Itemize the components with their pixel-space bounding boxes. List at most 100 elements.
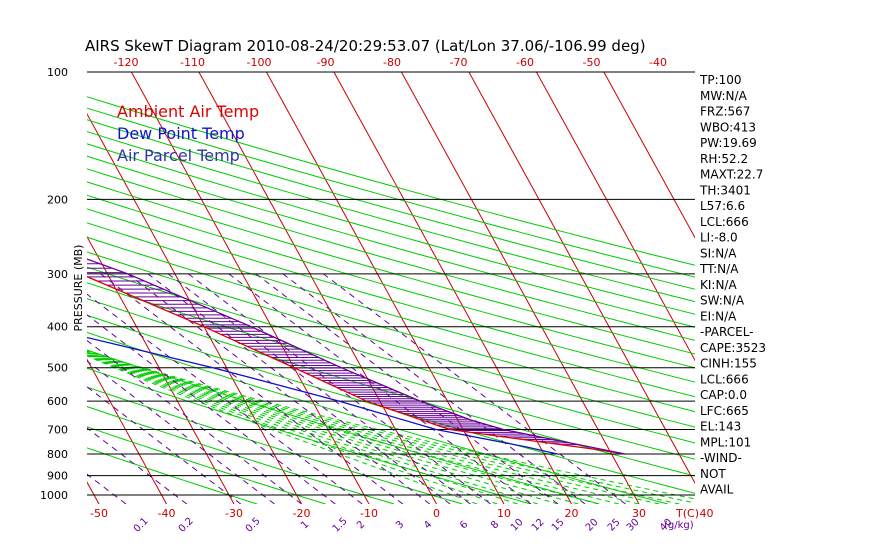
pressure-tick-label: 600 (47, 395, 68, 408)
isotherm-line (87, 112, 302, 504)
temp-top-tick-label: -80 (383, 56, 401, 69)
dry-adiabat-line (87, 331, 668, 504)
mixing-ratio-line (282, 273, 586, 504)
mixing-ratio-label: 10 (509, 517, 526, 534)
dry-adiabat-line (87, 208, 695, 383)
moist-adiabat-line (87, 352, 599, 504)
isotherm-line (400, 72, 640, 504)
profile-line (87, 336, 558, 455)
dry-adiabat-line (87, 194, 695, 369)
temp-bottom-tick-label: -20 (293, 507, 311, 520)
isotherm-line (198, 72, 437, 504)
mixing-ratio-label: 3 (394, 519, 406, 531)
moist-adiabat-line (87, 350, 695, 500)
temp-bottom-tick-label: -30 (225, 507, 243, 520)
moist-adiabat-line (87, 352, 579, 504)
mixing-ratio-line (228, 273, 532, 504)
y-axis-title: PRESSURE (MB) (72, 245, 85, 332)
stat-item: NOT (700, 467, 726, 481)
mixing-ratio-line (87, 339, 302, 504)
stat-item: TH:3401 (699, 183, 751, 197)
isotherm-line (535, 72, 695, 362)
dry-adiabat-line (87, 426, 326, 504)
profile-line (87, 275, 626, 455)
pressure-tick-label: 200 (47, 193, 68, 206)
mixing-ratio-label: 6 (458, 519, 470, 531)
stat-item: AVAIL (700, 483, 734, 497)
mixing-ratio-label: 1.5 (331, 516, 350, 535)
moist-adiabat-line (87, 351, 680, 504)
mixing-ratio-label: 4 (422, 519, 434, 531)
stat-item: TT:N/A (699, 262, 739, 276)
stat-item: CAP:0.0 (700, 388, 747, 402)
mixing-ratio-label: 0.5 (244, 516, 263, 535)
temp-top-tick-label: -50 (583, 56, 601, 69)
stat-item: KI:N/A (700, 278, 737, 292)
stat-item: CINH:155 (700, 357, 757, 371)
dry-adiabat-line (87, 282, 695, 460)
stat-item: MAXT:22.7 (700, 168, 763, 182)
temp-top-tick-label: -100 (247, 56, 272, 69)
mixing-ratio-line (147, 273, 451, 504)
dry-adiabat-line (87, 266, 695, 444)
stat-item: RH:52.2 (700, 152, 748, 166)
dry-adiabat-line (87, 119, 695, 290)
stat-item: LCL:666 (700, 215, 749, 229)
mixing-ratio-line (87, 386, 242, 504)
mixing-ratio-label: 12 (530, 517, 547, 534)
temp-unit-label: T(C) (675, 507, 699, 520)
pressure-tick-label: 800 (47, 448, 68, 461)
moist-adiabat-line (87, 350, 695, 504)
temp-top-tick-label: -120 (114, 56, 139, 69)
stat-item: EI:N/A (700, 309, 737, 323)
mixing-ratio-line (87, 360, 275, 504)
stat-item: SI:N/A (700, 246, 737, 260)
dry-adiabat-line (87, 222, 695, 398)
stat-item: MW:N/A (700, 89, 748, 103)
temp-bottom-tick-label: 10 (497, 507, 511, 520)
legend: Ambient Air Temp Dew Point Temp Air Parcel… (117, 102, 259, 165)
temp-bottom-tick-label: 0 (433, 507, 440, 520)
isotherm-line (603, 72, 695, 239)
isotherm-line (468, 72, 695, 485)
pressure-tick-label: 300 (47, 268, 68, 281)
moist-adiabat-line (87, 353, 538, 504)
dry-adiabat-line (87, 386, 463, 504)
pressure-tick-label: 100 (47, 66, 68, 79)
mixing-ratio-label: 0.2 (177, 516, 196, 535)
temp-top-tick-label: -70 (450, 56, 468, 69)
dry-adiabat-line (87, 447, 258, 504)
temp-bottom-tick-label: -50 (90, 507, 108, 520)
mixing-ratio-label: 0.1 (132, 516, 151, 535)
temp-bottom-tick-label: 20 (565, 507, 579, 520)
stat-item: SW:N/A (700, 294, 745, 308)
mixing-ratio-label: 1 (299, 519, 311, 531)
mixing-ratio-line (100, 273, 404, 504)
legend-entry: Air Parcel Temp (117, 146, 240, 165)
moist-adiabat-line (87, 353, 559, 504)
stat-item: CAPE:3523 (700, 341, 766, 355)
temp-top-tick-label: -110 (180, 56, 205, 69)
dry-adiabat-line (87, 96, 695, 266)
dry-adiabat-line (87, 143, 695, 315)
temp-top-tick-label: -60 (516, 56, 534, 69)
dry-adiabat-line (87, 131, 695, 303)
legend-entry: Dew Point Temp (117, 124, 245, 143)
mixing-ratio-label: 8 (489, 519, 501, 531)
mixing-ratio-line (255, 273, 559, 504)
moist-adiabat-line (87, 354, 518, 504)
legend-entry: Ambient Air Temp (117, 102, 259, 121)
moist-adiabat-line (87, 354, 498, 504)
stat-item: TP:100 (699, 73, 742, 87)
pressure-tick-label: 1000 (40, 489, 68, 502)
stat-item: MPL:101 (700, 435, 751, 449)
stat-item: L57:6.6 (700, 199, 745, 213)
dry-adiabat-line (87, 314, 695, 494)
mixing-ratio-label: 2 (355, 519, 367, 531)
pressure-tick-label: 700 (47, 424, 68, 437)
mixing-ratio-line (167, 273, 471, 504)
dry-adiabat-line (87, 155, 695, 328)
dry-adiabat-line (87, 181, 695, 355)
isobar-lines (87, 71, 695, 496)
